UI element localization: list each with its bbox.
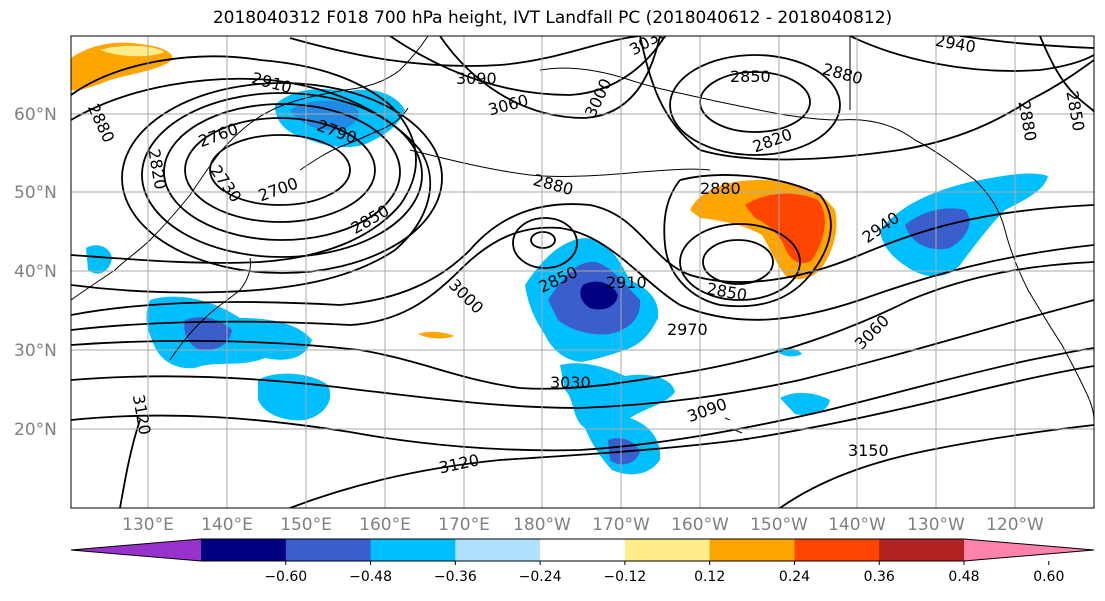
contour-line (512, 217, 578, 269)
lon-label: 140°W (828, 515, 886, 535)
colorbar-tick-label: 0.36 (864, 569, 895, 585)
colorbar-tick-label: −0.36 (434, 569, 477, 585)
contour-label: 3030 (550, 373, 591, 392)
negative-anomaly-region (184, 317, 232, 351)
contour-line (663, 174, 832, 308)
colorbar-swatch (201, 539, 287, 561)
lon-label: 140°E (201, 515, 253, 535)
contour-label: 2850 (730, 67, 771, 86)
colorbar-outline (70, 538, 1095, 562)
graticule (71, 36, 1094, 508)
contour-line (289, 365, 1094, 508)
map-title: 2018040312 F018 700 hPa height, IVT Land… (212, 8, 893, 28)
lat-label: 40°N (14, 262, 57, 282)
lon-label: 160°W (671, 515, 729, 535)
positive-anomaly-region (745, 193, 825, 264)
contour-line (1039, 36, 1094, 113)
height-contours (71, 36, 1094, 508)
contour-line (289, 36, 641, 67)
negative-anomaly-region (86, 245, 112, 274)
contour-line (71, 347, 1094, 452)
lon-label: 180°W (513, 515, 571, 535)
lat-label: 20°N (14, 420, 57, 440)
contour-label: 2970 (667, 320, 708, 339)
contour-label: 2910 (606, 273, 647, 292)
colorbar-tick-label: 0.12 (694, 569, 725, 585)
aleutian-islands (409, 149, 711, 177)
contour-line (71, 77, 432, 294)
contour-line (71, 299, 1094, 409)
japan-coastline (169, 257, 251, 361)
lat-label: 60°N (14, 105, 57, 125)
contour-line (679, 223, 801, 301)
positive-anomaly-region (418, 331, 454, 339)
colorbar-tick-label: −0.12 (603, 569, 646, 585)
colorbar-tick-label: 0.48 (948, 569, 979, 585)
contour-line (184, 117, 376, 223)
longitude-axis: 130°E 140°E 150°E 160°E 170°E 180°W 170°… (122, 515, 1044, 535)
kamchatka-coastline (299, 107, 409, 171)
contour-line (71, 261, 1094, 390)
positive-anomaly-region (100, 45, 165, 57)
lon-label: 130°W (907, 515, 965, 535)
negative-anomaly-region (560, 363, 675, 475)
contour-line (439, 36, 661, 119)
colorbar-extend-low (71, 539, 201, 561)
ivt-shading (71, 42, 1048, 475)
lon-label: 120°W (986, 515, 1044, 535)
contour-line (669, 54, 841, 156)
contour-line (702, 239, 774, 285)
colorbar-tick-label: −0.24 (519, 569, 562, 585)
colorbar-tick-label: −0.48 (349, 569, 392, 585)
contour-line (639, 36, 1094, 161)
contour-line (530, 231, 556, 249)
colorbar-swatch (709, 539, 795, 561)
colorbar-swatch (879, 539, 965, 561)
contour-label: 3150 (848, 441, 889, 460)
colorbar-tick-label: −0.60 (264, 569, 307, 585)
colorbar-tick-label: 0.60 (1033, 569, 1064, 585)
colorbar-swatch (540, 539, 626, 561)
lon-label: 160°E (359, 515, 411, 535)
contour-line (141, 92, 423, 258)
negative-anomaly-region (580, 281, 618, 310)
lon-label: 150°E (280, 515, 332, 535)
alaska-coastline (539, 67, 1006, 231)
negative-anomaly-region (290, 100, 359, 131)
contour-line (779, 424, 1094, 508)
contour-line (849, 36, 1094, 72)
latitude-axis: 60°N 50°N 40°N 30°N 20°N (14, 105, 57, 440)
colorbar-extend-high (964, 539, 1094, 561)
contour-label: 2880 (700, 179, 741, 198)
contour-line (121, 82, 443, 274)
colorbar-swatch (370, 539, 456, 561)
lon-label: 150°W (750, 515, 808, 535)
colorbar-swatch (794, 539, 880, 561)
negative-anomaly-region (905, 208, 970, 250)
contour-line (389, 36, 666, 96)
contour-line (163, 103, 401, 241)
lon-label: 170°W (592, 515, 650, 535)
lat-label: 50°N (14, 183, 57, 203)
colorbar-swatch (285, 539, 372, 561)
contour-label: 3090 (456, 69, 497, 88)
negative-anomaly-region (258, 373, 331, 421)
negative-anomaly-region (780, 392, 830, 416)
colorbar-swatch (624, 539, 711, 561)
lat-label: 30°N (14, 341, 57, 361)
colorbar-tick-label: 0.24 (779, 569, 810, 585)
lon-label: 130°E (122, 515, 174, 535)
contour-line (71, 55, 417, 264)
lon-label: 170°E (438, 515, 490, 535)
contour-line (209, 134, 351, 206)
contour-line (71, 226, 1094, 331)
contour-line (71, 203, 1094, 316)
colorbar-swatch (455, 539, 541, 561)
plot-frame (70, 35, 1095, 509)
colorbar: −0.60 −0.48 −0.36 −0.24 −0.12 0.12 0.24 0.36 0.4… (70, 538, 1095, 585)
contour-line (959, 36, 1094, 49)
